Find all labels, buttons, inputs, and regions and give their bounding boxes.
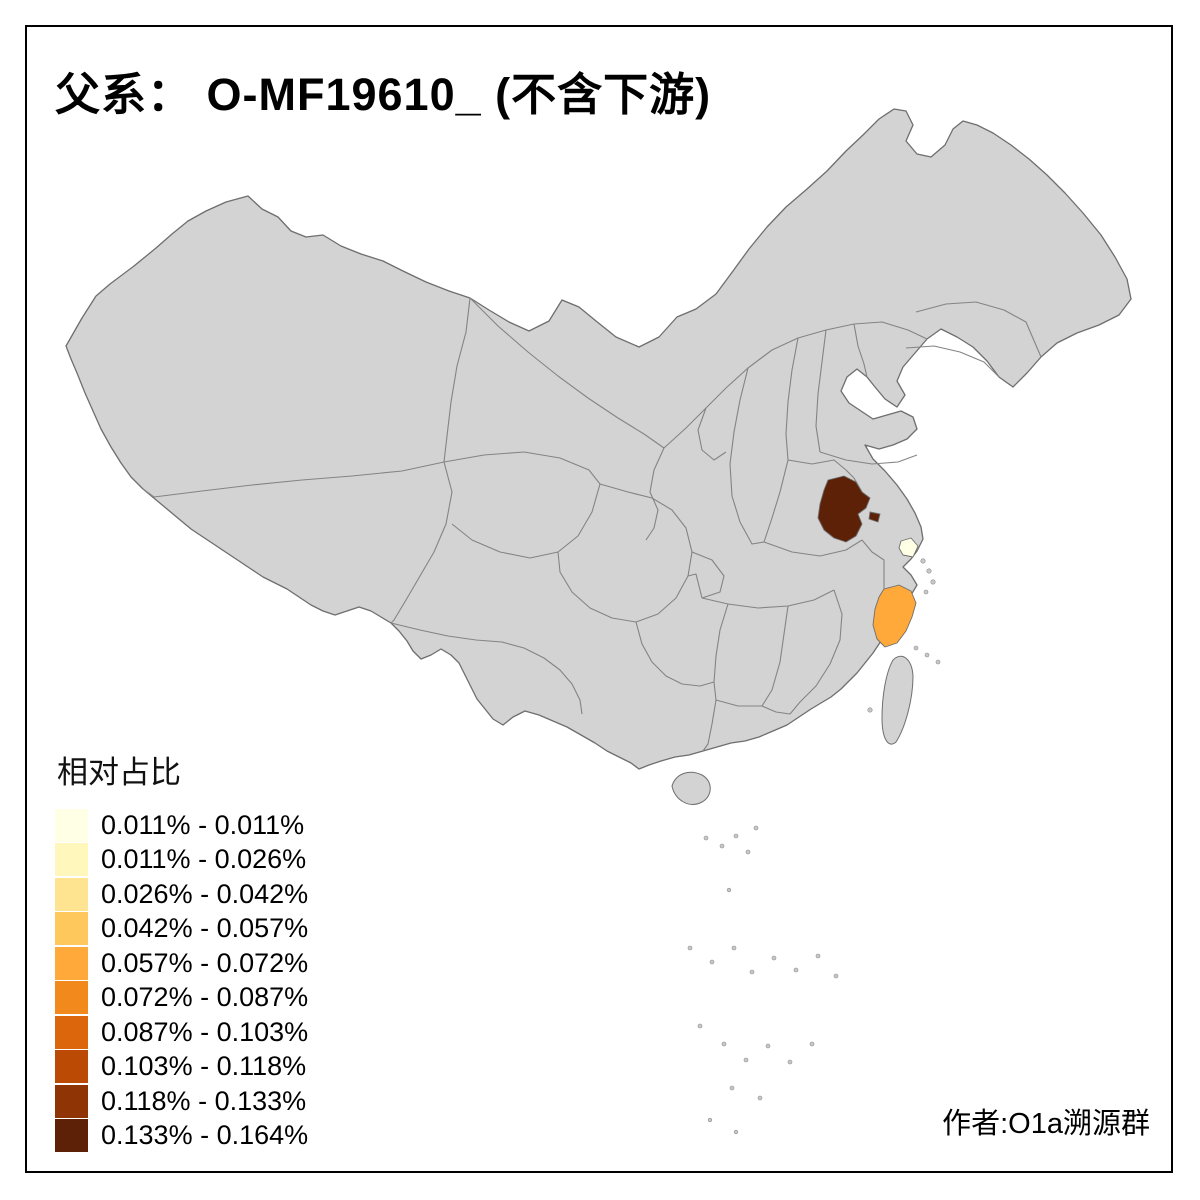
legend-label: 0.011% - 0.026% (101, 844, 307, 875)
legend-label: 0.087% - 0.103% (101, 1016, 309, 1047)
minor-islets (687, 558, 941, 1135)
legend-row: 0.118% - 0.133% (55, 1084, 308, 1119)
taiwan-island (881, 655, 914, 745)
legend-label: 0.118% - 0.133% (101, 1085, 307, 1116)
zhejiang-region (872, 584, 917, 648)
legend-swatch (55, 1050, 88, 1084)
legend-swatch (55, 981, 88, 1015)
legend-row: 0.026% - 0.042% (55, 877, 308, 912)
anhui-region (817, 475, 871, 543)
legend-label: 0.057% - 0.072% (101, 947, 309, 978)
legend-row: 0.103% - 0.118% (55, 1050, 308, 1085)
legend-swatch (55, 877, 88, 911)
legend-label: 0.042% - 0.057% (101, 913, 309, 944)
legend-row: 0.011% - 0.026% (55, 843, 308, 878)
hainan-island (671, 771, 711, 805)
legend-swatch (55, 843, 88, 877)
legend-title: 相对占比 (57, 755, 181, 790)
legend-swatch (55, 912, 88, 946)
islands (671, 655, 914, 805)
legend-row: 0.042% - 0.057% (55, 912, 308, 947)
province-borders (142, 297, 1042, 752)
legend-rows: 0.011% - 0.011% 0.011% - 0.026% 0.026% -… (55, 808, 308, 1153)
page-title: 父系： O-MF19610_ (不含下游) (55, 69, 712, 120)
anhui-exclave (868, 511, 881, 523)
legend-label: 0.026% - 0.042% (101, 878, 309, 909)
legend-swatch (55, 808, 88, 842)
legend-swatch (55, 1084, 88, 1118)
legend-swatch (55, 1119, 88, 1153)
legend-row: 0.072% - 0.087% (55, 981, 308, 1016)
legend-label: 0.072% - 0.087% (101, 982, 309, 1013)
legend-row: 0.133% - 0.164% (55, 1119, 308, 1154)
legend-label: 0.103% - 0.118% (101, 1051, 307, 1082)
legend-label: 0.011% - 0.011% (101, 809, 305, 840)
legend-row: 0.011% - 0.011% (55, 808, 308, 843)
legend: 相对占比 0.011% - 0.011% 0.011% - 0.026% 0.0… (55, 747, 308, 1153)
legend-label: 0.133% - 0.164% (101, 1120, 309, 1151)
highlight-regions (817, 475, 919, 648)
author-credit: 作者:O1a溯源群 (942, 1108, 1150, 1140)
shanghai-region (898, 537, 919, 558)
legend-row: 0.057% - 0.072% (55, 946, 308, 981)
legend-row: 0.087% - 0.103% (55, 1015, 308, 1050)
legend-swatch (55, 1015, 88, 1049)
mainland-china-shape (65, 108, 1132, 770)
legend-swatch (55, 946, 88, 980)
